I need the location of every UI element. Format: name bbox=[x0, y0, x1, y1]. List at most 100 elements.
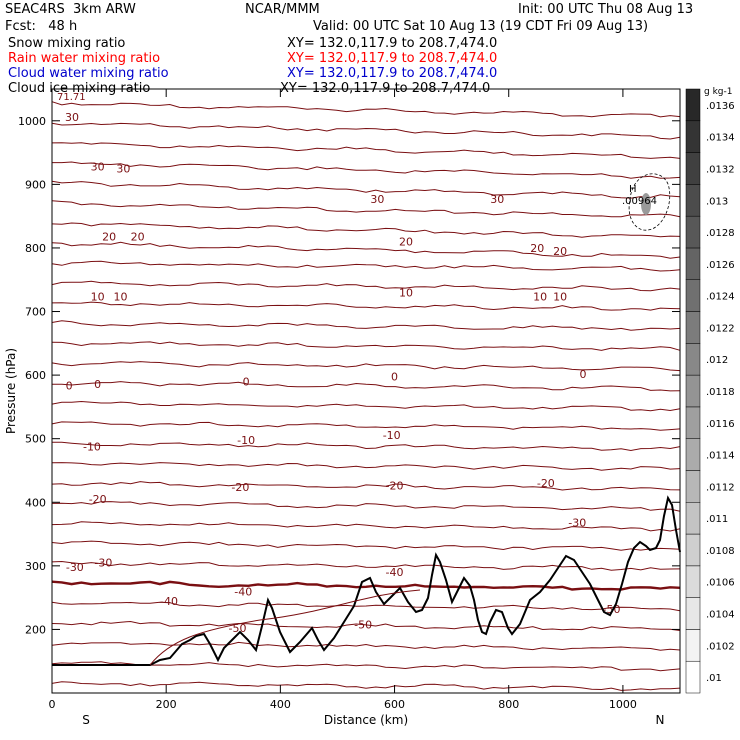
isotherm-line bbox=[51, 320, 681, 331]
colorbar-label: .01 bbox=[706, 673, 722, 684]
isotherm-label: 0 bbox=[391, 370, 398, 383]
plot-frame bbox=[51, 88, 681, 694]
y-tick-label: 600 bbox=[25, 369, 46, 382]
isotherm-line bbox=[51, 661, 681, 672]
forecast-hour: Fcst: 48 h bbox=[5, 19, 78, 34]
isotherm-line bbox=[51, 241, 681, 259]
colorbar-swatch bbox=[685, 470, 701, 503]
isotherm-label: -20 bbox=[537, 477, 555, 490]
isotherm-label: -40 bbox=[160, 595, 178, 608]
isotherm-label: 20 bbox=[553, 245, 567, 258]
isotherm-line bbox=[51, 122, 681, 140]
isotherm-line bbox=[52, 161, 681, 179]
isotherm-line bbox=[51, 301, 681, 311]
x-tick-label: 200 bbox=[156, 698, 177, 711]
isotherm-label: 10 bbox=[533, 290, 547, 303]
isotherm-label: -50 bbox=[354, 618, 372, 631]
isotherm-line bbox=[51, 521, 681, 532]
y-tick-label: 300 bbox=[25, 560, 46, 573]
model-title: SEAC4RS 3km ARW bbox=[5, 2, 136, 17]
isotherm-line bbox=[51, 601, 681, 612]
colorbar-label: .0104 bbox=[706, 610, 735, 621]
colorbar-swatch bbox=[685, 311, 701, 344]
surface-isotherm bbox=[149, 589, 421, 666]
colorbar-label: .0122 bbox=[706, 323, 735, 334]
x-tick-label: 400 bbox=[270, 698, 291, 711]
y-tick-label: 400 bbox=[25, 496, 46, 509]
colorbar-unit: g kg-1 bbox=[704, 87, 732, 97]
isotherm-line bbox=[51, 142, 681, 159]
colorbar-label: .0136 bbox=[706, 101, 735, 112]
isotherm-label: 10 bbox=[91, 290, 105, 303]
colorbar-swatch bbox=[685, 533, 701, 567]
freezing-isotherm bbox=[51, 580, 681, 591]
isotherm-label: -20 bbox=[386, 480, 404, 493]
field-xy-cloud-water: XY= 132.0,117.9 to 208.7,474.0 bbox=[287, 66, 498, 81]
isotherm-line bbox=[51, 200, 681, 218]
isotherm-line bbox=[51, 180, 681, 199]
colorbar-label: .0118 bbox=[706, 387, 735, 398]
colorbar-label: .011 bbox=[706, 514, 728, 525]
isotherm-label: 10 bbox=[114, 290, 128, 303]
isotherm-line bbox=[51, 421, 681, 431]
isotherm-line bbox=[51, 400, 681, 412]
north-label: N bbox=[656, 713, 665, 727]
isotherm-label: -40 bbox=[386, 566, 404, 579]
isotherm-line bbox=[51, 462, 681, 471]
isotherm-line bbox=[51, 540, 681, 551]
isotherm-label: -10 bbox=[383, 429, 401, 442]
isotherm-line bbox=[51, 681, 681, 691]
colorbar-label: .012 bbox=[706, 355, 728, 366]
isotherm-label: -40 bbox=[234, 585, 252, 598]
isotherm-line bbox=[51, 222, 681, 238]
isotherm-label: 20 bbox=[102, 231, 116, 244]
colorbar-label: .0106 bbox=[706, 578, 735, 589]
isotherm-label: 20 bbox=[530, 242, 544, 255]
colorbar-swatch bbox=[685, 660, 701, 694]
isotherm-label: 0 bbox=[66, 379, 73, 392]
valid-time: Valid: 00 UTC Sat 10 Aug 13 (19 CDT Fri … bbox=[313, 19, 649, 34]
colorbar-label: .0108 bbox=[706, 546, 735, 557]
isotherm-line bbox=[51, 481, 681, 491]
colorbar-swatch bbox=[685, 374, 701, 408]
x-axis-label: Distance (km) bbox=[324, 713, 408, 727]
isotherm-label: 10 bbox=[399, 286, 413, 299]
field-xy-rain: XY= 132.0,117.9 to 208.7,474.0 bbox=[287, 51, 498, 66]
colorbar-label: .0128 bbox=[706, 228, 735, 239]
colorbar-label: .0126 bbox=[706, 260, 735, 271]
colorbar-swatch bbox=[685, 597, 701, 630]
isotherm-label: 30 bbox=[91, 161, 105, 174]
isotherm-label: 30 bbox=[65, 111, 79, 124]
isotherm-line bbox=[51, 441, 681, 452]
isotherm-line bbox=[51, 560, 681, 571]
colorbar-label: .0112 bbox=[706, 482, 735, 493]
org-title: NCAR/MMM bbox=[245, 2, 320, 17]
south-label: S bbox=[82, 713, 90, 727]
isotherm-label: 30 bbox=[116, 162, 130, 175]
ice-max-value: .00964 bbox=[622, 196, 657, 207]
field-name-cloud-water: Cloud water mixing ratio bbox=[8, 66, 169, 81]
x-tick-label: 800 bbox=[498, 698, 519, 711]
isotherm-label: -10 bbox=[237, 434, 255, 447]
ice-max-shading bbox=[641, 193, 651, 215]
isotherm-line bbox=[51, 361, 681, 372]
isotherm-line bbox=[51, 341, 681, 351]
colorbar-swatch bbox=[685, 502, 701, 535]
y-tick-label: 500 bbox=[25, 433, 46, 446]
isotherm-line bbox=[51, 260, 681, 272]
colorbar-swatch bbox=[685, 629, 701, 662]
colorbar-label: .0102 bbox=[706, 641, 735, 652]
ice-contour bbox=[628, 173, 671, 231]
field-xy-snow: XY= 132.0,117.9 to 208.7,474.0 bbox=[287, 36, 498, 51]
isotherm-line bbox=[51, 501, 681, 512]
ice-max-marker: H bbox=[629, 184, 637, 195]
isotherm-line bbox=[52, 381, 681, 392]
isotherm-label: 10 bbox=[553, 290, 567, 303]
colorbar-swatch bbox=[685, 438, 701, 471]
max-value-label: 71.71 bbox=[57, 92, 86, 103]
y-tick-label: 900 bbox=[25, 178, 46, 191]
colorbar-label: .0124 bbox=[706, 292, 735, 303]
isotherm-label: 0 bbox=[243, 375, 250, 388]
isotherm-line bbox=[51, 620, 681, 631]
colorbar-swatch bbox=[685, 120, 701, 153]
